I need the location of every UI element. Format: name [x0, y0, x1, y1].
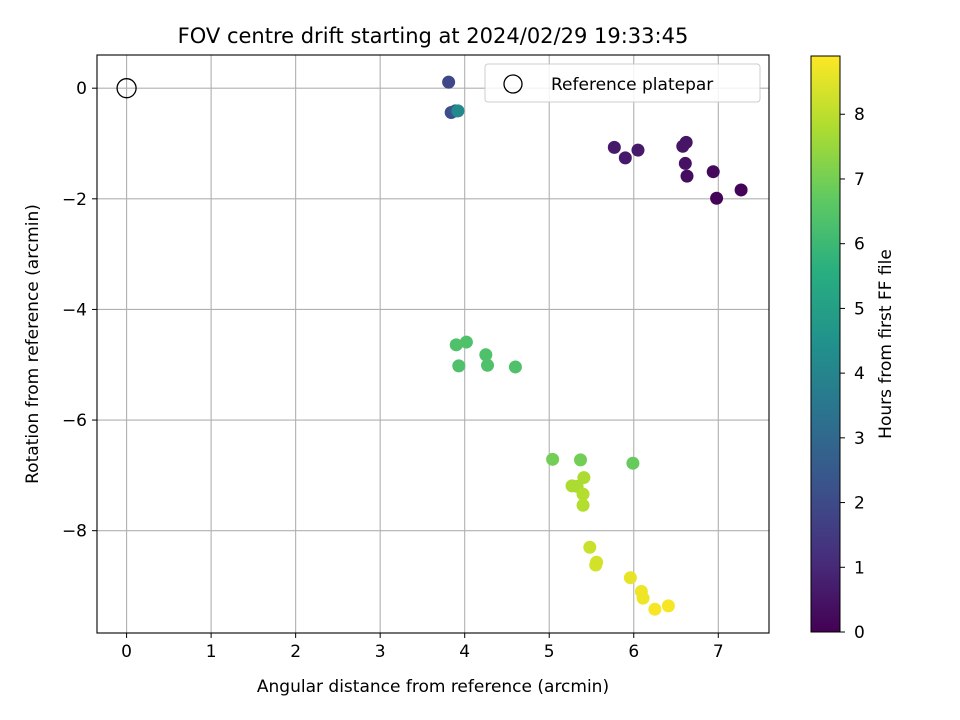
- data-point: [546, 452, 560, 466]
- data-point: [576, 487, 590, 501]
- y-tick-label: 0: [76, 79, 87, 99]
- legend-marker-icon: [503, 74, 523, 94]
- colorbar-tick-label: 7: [854, 170, 865, 190]
- colorbar-tick-label: 1: [854, 558, 865, 578]
- x-axis: 0 1 2 3 4 5 6 7: [121, 633, 724, 662]
- reference-marker: [116, 78, 137, 99]
- colorbar-gradient: [811, 56, 840, 632]
- data-point: [710, 191, 724, 205]
- colorbar-label: Hours from first FF file: [876, 249, 896, 439]
- data-point: [574, 453, 588, 467]
- y-tick-label: −2: [62, 190, 87, 210]
- legend-entry: Reference platepar: [551, 75, 713, 95]
- x-tick-label: 7: [713, 642, 724, 662]
- data-point: [631, 143, 645, 157]
- x-tick-label: 1: [206, 642, 217, 662]
- data-point: [452, 359, 466, 373]
- x-axis-label: Angular distance from reference (arcmin): [257, 677, 609, 697]
- colorbar-tick-label: 5: [854, 299, 865, 319]
- data-point: [442, 75, 456, 89]
- data-point: [459, 335, 473, 349]
- colorbar-tick-label: 8: [854, 105, 865, 125]
- legend: Reference platepar: [484, 63, 761, 103]
- data-point: [451, 104, 465, 118]
- y-axis: 0 −2 −4 −6 −8: [62, 79, 97, 542]
- y-axis-label: Rotation from reference (arcmin): [23, 204, 43, 484]
- data-point: [576, 498, 590, 512]
- plot-frame: [96, 54, 770, 634]
- y-tick-label: −4: [62, 300, 87, 320]
- data-points: [116, 75, 748, 616]
- data-point: [583, 540, 597, 554]
- data-point: [589, 558, 603, 572]
- colorbar-frame: [810, 55, 841, 633]
- data-point: [607, 140, 621, 154]
- colorbar-tick-label: 6: [854, 235, 865, 255]
- data-point: [449, 338, 463, 352]
- y-tick-label: −6: [62, 411, 87, 431]
- colorbar: 0 1 2 3 4 5 6 7 8 Hours from first FF file: [810, 55, 896, 643]
- x-tick-label: 2: [290, 642, 301, 662]
- data-point: [636, 591, 650, 605]
- data-point: [734, 183, 748, 197]
- data-point: [626, 456, 640, 470]
- data-point: [481, 358, 495, 372]
- x-tick-label: 6: [628, 642, 639, 662]
- data-point: [479, 348, 493, 362]
- colorbar-tick-label: 4: [854, 364, 865, 384]
- x-tick-label: 4: [459, 642, 470, 662]
- colorbar-tick-label: 3: [854, 429, 865, 449]
- colorbar-tick-label: 2: [854, 494, 865, 514]
- legend-box: [484, 63, 761, 103]
- plot-area: [97, 55, 769, 633]
- colorbar-ticks: 0 1 2 3 4 5 6 7 8: [840, 105, 865, 643]
- x-tick-label: 5: [544, 642, 555, 662]
- chart-title: FOV centre drift starting at 2024/02/29 …: [178, 24, 689, 48]
- data-point: [623, 571, 637, 585]
- y-tick-label: −8: [62, 522, 87, 542]
- x-tick-label: 3: [375, 642, 386, 662]
- colorbar-tick-label: 0: [854, 623, 865, 643]
- data-point: [680, 169, 694, 183]
- data-point: [618, 151, 632, 165]
- data-point: [661, 599, 675, 613]
- x-tick-label: 0: [121, 642, 132, 662]
- data-point: [679, 135, 693, 149]
- data-point: [648, 602, 662, 616]
- data-point: [577, 471, 591, 485]
- data-point: [678, 156, 692, 170]
- data-point: [706, 165, 720, 179]
- data-point: [508, 360, 522, 374]
